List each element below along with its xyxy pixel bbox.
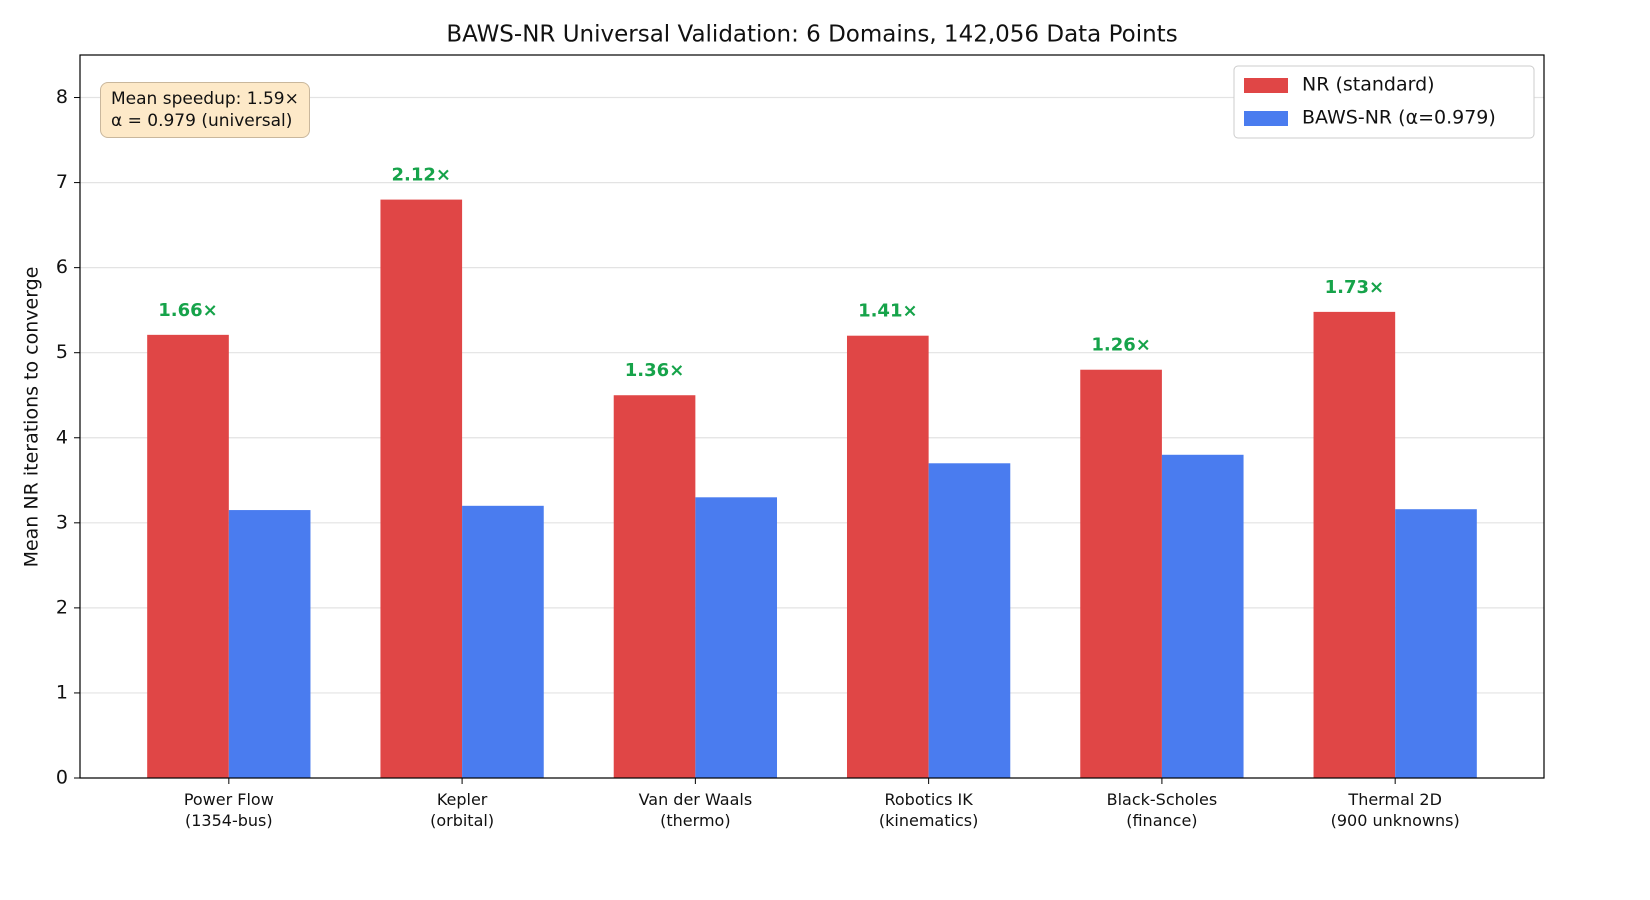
bar [462,505,544,778]
bar [1395,509,1477,778]
x-tick-label: Black-Scholes (finance) [1106,790,1218,830]
annotation-box: Mean speedup: 1.59× α = 0.979 (universal… [100,82,310,138]
speedup-label: 1.36× [625,360,685,381]
bar [695,497,778,778]
bar [228,510,311,778]
bar [1161,454,1244,778]
y-tick-label: 1 [56,681,68,703]
speedup-label: 1.41× [858,301,918,322]
x-tick-label: Power Flow (1354-bus) [183,790,274,830]
legend-label: BAWS-NR (α=0.979) [1302,107,1496,129]
chart-title: BAWS-NR Universal Validation: 6 Domains,… [446,22,1177,48]
y-tick-label: 3 [56,511,68,533]
x-tick-label: Robotics IK (kinematics) [878,790,979,830]
bar [147,334,229,778]
speedup-label: 1.73× [1325,277,1385,298]
speedup-label: 2.12× [392,165,452,186]
bar [380,199,463,779]
axes-frame [79,54,1545,779]
y-tick-label: 4 [56,426,68,448]
legend-label: NR (standard) [1302,74,1435,96]
y-tick-label: 5 [56,341,68,363]
legend-box [1233,65,1535,139]
y-tick-label: 0 [56,767,68,789]
x-tick-label: Thermal 2D (900 unknowns) [1330,790,1460,830]
bar [846,335,929,778]
speedup-label: 1.26× [1091,335,1151,356]
bar [1080,369,1162,778]
y-tick-label: 2 [56,596,68,618]
legend-swatch [1244,111,1288,126]
y-tick-label: 6 [56,256,68,278]
x-tick-label: Van der Waals (thermo) [638,790,753,830]
bar [928,463,1011,778]
x-tick-label: Kepler (orbital) [430,790,495,830]
legend-swatch [1244,78,1288,93]
bar [613,395,696,778]
speedup-label: 1.66× [158,300,218,321]
y-tick-label: 8 [56,86,68,108]
y-tick-label: 7 [56,171,68,193]
bar [1313,311,1396,778]
y-axis-label: Mean NR iterations to converge [21,267,43,568]
